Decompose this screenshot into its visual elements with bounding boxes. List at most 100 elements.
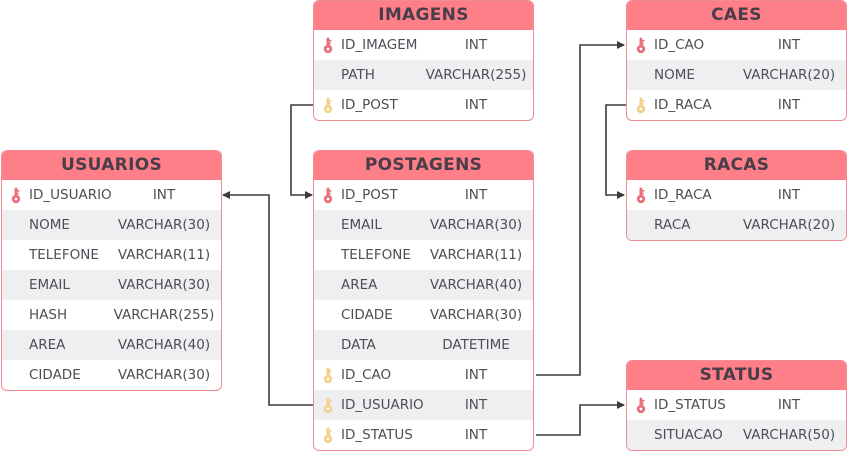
table-row[interactable]: ID_CAO INT [314,360,533,390]
table-status[interactable]: STATUS ID_STATUS INT SITUACAO VARCHAR(50) [626,360,847,451]
connector-postagens-usuarios [222,191,314,406]
table-row[interactable]: ID_IMAGEM INT [314,30,533,60]
column-name: ID_RACA [654,97,712,113]
column-type: VARCHAR(40) [429,277,523,293]
column-name: EMAIL [341,217,382,233]
table-row[interactable]: ID_POST INT [314,180,533,210]
connector-postagens-caes [536,41,625,376]
table-title: CAES [627,1,846,30]
table-row[interactable]: CIDADE VARCHAR(30) [314,300,533,330]
column-name: ID_POST [341,187,398,203]
column-type: VARCHAR(11) [117,247,211,263]
column-type: INT [464,187,488,203]
column-name: NOME [654,67,695,83]
column-name: ID_CAO [341,367,392,383]
table-title: RACAS [627,151,846,180]
table-row[interactable]: ID_CAO INT [627,30,846,60]
column-type: INT [464,397,488,413]
primary-key-icon [636,187,646,204]
table-title: POSTAGENS [314,151,533,180]
table-row[interactable]: EMAIL VARCHAR(30) [2,270,221,300]
table-row[interactable]: SITUACAO VARCHAR(50) [627,420,846,450]
column-name: TELEFONE [341,247,411,263]
table-row[interactable]: AREA VARCHAR(40) [2,330,221,360]
table-row[interactable]: EMAIL VARCHAR(30) [314,210,533,240]
column-name: TELEFONE [29,247,99,263]
column-name: RACA [654,217,691,233]
table-row[interactable]: ID_STATUS INT [627,390,846,420]
column-type: VARCHAR(11) [429,247,523,263]
primary-key-icon [323,187,333,204]
table-row[interactable]: NOME VARCHAR(30) [2,210,221,240]
column-name: NOME [29,217,70,233]
column-type: INT [777,397,801,413]
column-type: VARCHAR(40) [117,337,211,353]
primary-key-icon [11,187,21,204]
column-name: ID_USUARIO [29,187,112,203]
table-row[interactable]: NOME VARCHAR(20) [627,60,846,90]
connector-caes-racas [605,104,626,199]
table-postagens[interactable]: POSTAGENS ID_POST INT EMAIL VARCHAR(30) TELEF… [313,150,534,451]
column-type: INT [152,187,176,203]
table-row[interactable]: ID_STATUS INT [314,420,533,450]
column-name: CIDADE [341,307,393,323]
table-row[interactable]: HASH VARCHAR(255) [2,300,221,330]
foreign-key-icon [636,97,646,114]
table-row[interactable]: DATA DATETIME [314,330,533,360]
table-row[interactable]: ID_RACA INT [627,180,846,210]
table-row[interactable]: ID_USUARIO INT [2,180,221,210]
connector-postagens-status [536,401,625,436]
foreign-key-icon [323,397,333,414]
column-type: INT [777,97,801,113]
table-row[interactable]: ID_RACA INT [627,90,846,120]
column-name: CIDADE [29,367,81,383]
column-type: DATETIME [442,337,510,353]
column-type: VARCHAR(30) [429,217,523,233]
table-row[interactable]: CIDADE VARCHAR(30) [2,360,221,390]
foreign-key-icon [323,367,333,384]
column-type: VARCHAR(30) [117,217,211,233]
table-title: STATUS [627,361,846,390]
table-row[interactable]: TELEFONE VARCHAR(11) [2,240,221,270]
table-usuarios[interactable]: USUARIOS ID_USUARIO INT NOME VARCHAR(30) TELE… [1,150,222,391]
column-name: AREA [341,277,378,293]
column-type: INT [777,187,801,203]
table-row[interactable]: TELEFONE VARCHAR(11) [314,240,533,270]
table-imagens[interactable]: IMAGENS ID_IMAGEM INT PATH VARCHAR(255) ID_PO… [313,0,534,121]
column-name: ID_RACA [654,187,712,203]
column-type: VARCHAR(20) [742,67,836,83]
column-type: VARCHAR(30) [117,277,211,293]
column-name: ID_STATUS [654,397,726,413]
column-name: ID_POST [341,97,398,113]
connector-imagens-postagens [290,104,314,199]
column-type: INT [464,367,488,383]
table-row[interactable]: RACA VARCHAR(20) [627,210,846,240]
column-type: VARCHAR(255) [425,67,527,83]
primary-key-icon [636,397,646,414]
column-name: ID_USUARIO [341,397,424,413]
column-name: EMAIL [29,277,70,293]
column-type: INT [464,97,488,113]
table-row[interactable]: PATH VARCHAR(255) [314,60,533,90]
column-name: ID_CAO [654,37,705,53]
table-row[interactable]: AREA VARCHAR(40) [314,270,533,300]
foreign-key-icon [323,97,333,114]
column-type: VARCHAR(50) [742,427,836,443]
table-row[interactable]: ID_POST INT [314,90,533,120]
primary-key-icon [636,37,646,54]
column-name: DATA [341,337,376,353]
table-caes[interactable]: CAES ID_CAO INT NOME VARCHAR(20) ID_RACA INT [626,0,847,121]
column-type: INT [464,427,488,443]
table-row[interactable]: ID_USUARIO INT [314,390,533,420]
foreign-key-icon [323,427,333,444]
column-name: AREA [29,337,66,353]
column-name: PATH [341,67,375,83]
column-name: ID_STATUS [341,427,413,443]
table-racas[interactable]: RACAS ID_RACA INT RACA VARCHAR(20) [626,150,847,241]
column-type: VARCHAR(255) [113,307,215,323]
column-name: SITUACAO [654,427,723,443]
primary-key-icon [323,37,333,54]
column-name: ID_IMAGEM [341,37,418,53]
table-title: USUARIOS [2,151,221,180]
column-type: INT [777,37,801,53]
